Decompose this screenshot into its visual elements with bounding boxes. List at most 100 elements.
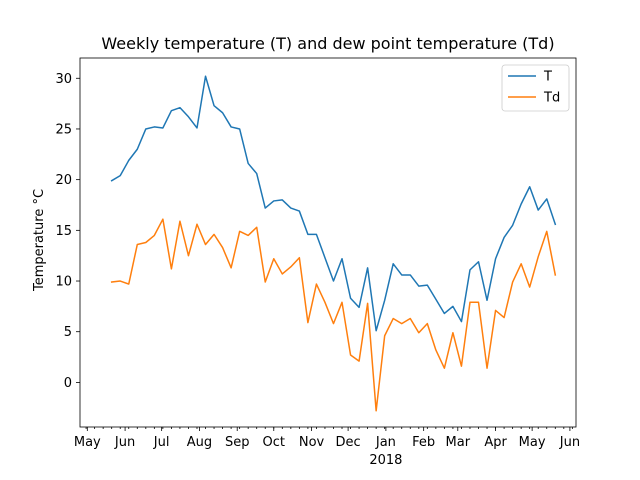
data-point-td bbox=[529, 286, 531, 288]
x-tick-label: Aug bbox=[187, 435, 212, 450]
data-point-t bbox=[418, 285, 420, 287]
data-point-t bbox=[145, 128, 147, 130]
x-tick-label: Apr bbox=[484, 435, 507, 450]
data-point-t bbox=[154, 126, 156, 128]
data-point-t bbox=[256, 173, 258, 175]
data-point-td bbox=[111, 281, 113, 283]
data-point-td bbox=[205, 244, 207, 246]
data-point-td bbox=[299, 257, 301, 259]
data-point-td bbox=[392, 318, 394, 320]
data-point-td bbox=[128, 283, 130, 285]
data-point-td bbox=[171, 268, 173, 270]
y-tick-label: 25 bbox=[55, 122, 72, 137]
data-point-td bbox=[486, 367, 488, 369]
x-year-label: 2018 bbox=[369, 453, 402, 468]
data-point-td bbox=[384, 335, 386, 337]
data-point-t bbox=[213, 105, 215, 107]
data-point-td bbox=[154, 235, 156, 237]
x-tick-label: Dec bbox=[336, 435, 361, 450]
data-point-td bbox=[512, 281, 514, 283]
data-point-td bbox=[145, 242, 147, 244]
data-point-td bbox=[341, 302, 343, 304]
x-tick-label: Jun bbox=[114, 435, 135, 450]
data-point-td bbox=[119, 280, 121, 282]
data-point-t bbox=[461, 321, 463, 323]
data-point-t bbox=[239, 128, 241, 130]
data-point-t bbox=[529, 186, 531, 188]
data-point-t bbox=[410, 274, 412, 276]
data-point-td bbox=[478, 302, 480, 304]
data-point-t bbox=[324, 257, 326, 259]
data-point-t bbox=[282, 199, 284, 201]
data-point-t bbox=[316, 234, 318, 236]
data-point-t bbox=[358, 307, 360, 309]
data-point-td bbox=[213, 234, 215, 236]
data-point-td bbox=[333, 323, 335, 325]
data-point-t bbox=[230, 126, 232, 128]
data-point-t bbox=[452, 306, 454, 308]
data-point-t bbox=[427, 284, 429, 286]
data-point-t bbox=[546, 198, 548, 200]
x-tick-label: Feb bbox=[412, 435, 435, 450]
series-line-t bbox=[110, 75, 557, 332]
y-axis-label: Temperature °C bbox=[32, 189, 47, 292]
data-point-td bbox=[358, 360, 360, 362]
data-point-t bbox=[222, 112, 224, 114]
data-point-t bbox=[444, 313, 446, 315]
data-point-td bbox=[495, 310, 497, 312]
x-tick-label: Jan bbox=[375, 435, 396, 450]
data-point-t bbox=[512, 225, 514, 227]
x-tick-label: Sep bbox=[225, 435, 250, 450]
x-tick-label: Nov bbox=[299, 435, 325, 450]
data-point-td bbox=[461, 365, 463, 367]
data-point-td bbox=[239, 231, 241, 233]
x-tick-label: May bbox=[74, 435, 101, 450]
data-point-td bbox=[307, 322, 309, 324]
data-point-t bbox=[119, 175, 121, 177]
data-point-td bbox=[196, 224, 198, 226]
data-point-t bbox=[375, 330, 377, 332]
y-tick-label: 20 bbox=[55, 173, 72, 188]
x-tick-label: Jul bbox=[153, 435, 170, 450]
data-point-td bbox=[264, 281, 266, 283]
data-point-td bbox=[537, 256, 539, 258]
data-point-td bbox=[247, 235, 249, 237]
data-point-td bbox=[273, 258, 275, 260]
data-point-t bbox=[333, 280, 335, 282]
data-point-t bbox=[392, 263, 394, 265]
data-point-t bbox=[273, 200, 275, 202]
data-point-t bbox=[495, 258, 497, 260]
data-point-t bbox=[486, 300, 488, 302]
data-point-td bbox=[179, 220, 181, 222]
legend-label-td: Td bbox=[543, 91, 560, 106]
data-point-td bbox=[137, 244, 139, 246]
data-point-t bbox=[205, 76, 207, 78]
data-point-td bbox=[435, 349, 437, 351]
x-tick-label: May bbox=[519, 435, 546, 450]
data-point-t bbox=[384, 300, 386, 302]
x-tick-label: Oct bbox=[263, 435, 285, 450]
data-point-t bbox=[162, 127, 164, 129]
legend-label-t: T bbox=[543, 70, 552, 85]
data-point-t bbox=[179, 107, 181, 109]
data-point-td bbox=[444, 367, 446, 369]
data-point-t bbox=[137, 148, 139, 150]
data-point-t bbox=[341, 258, 343, 260]
data-point-t bbox=[401, 274, 403, 276]
data-point-td bbox=[375, 410, 377, 412]
data-point-t bbox=[290, 207, 292, 209]
data-point-t bbox=[503, 237, 505, 239]
data-point-td bbox=[520, 263, 522, 265]
data-point-td bbox=[427, 323, 429, 325]
series-line-td bbox=[110, 218, 557, 412]
data-point-t bbox=[196, 127, 198, 129]
data-point-td bbox=[367, 303, 369, 305]
data-point-t bbox=[537, 209, 539, 211]
data-point-t bbox=[128, 160, 130, 162]
y-tick-label: 15 bbox=[55, 224, 72, 239]
axes-frame bbox=[79, 57, 577, 428]
y-tick-label: 5 bbox=[64, 325, 72, 340]
data-point-t bbox=[299, 210, 301, 212]
data-point-t bbox=[350, 298, 352, 300]
